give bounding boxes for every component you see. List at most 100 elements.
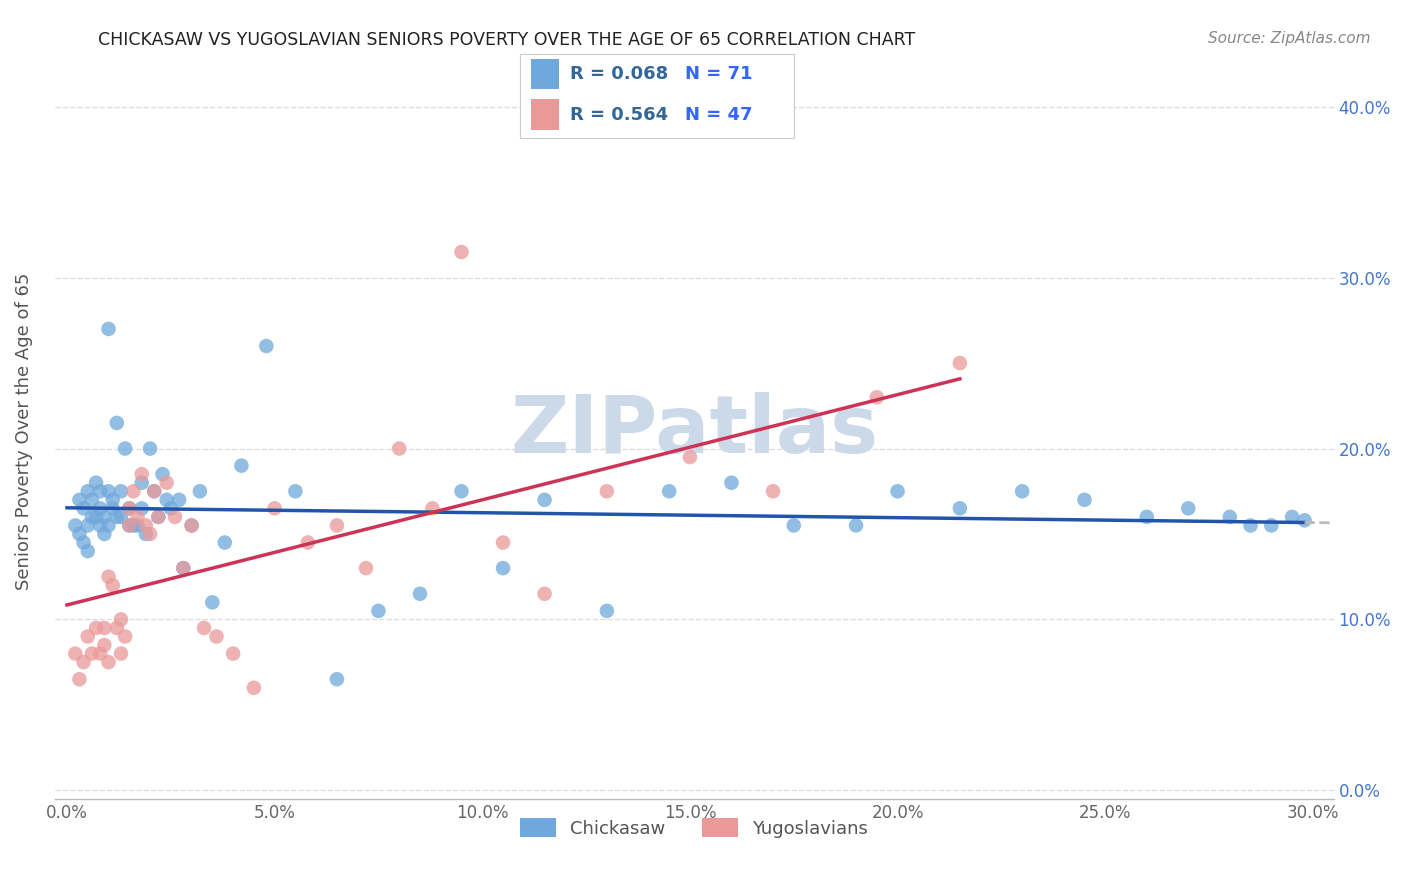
Point [886,484,908,499]
Point [93,621,115,635]
Point [326,672,349,686]
Point [65,518,87,533]
Point [131,467,153,482]
Point [76,518,98,533]
Point [72,535,94,549]
Point [163,509,186,524]
Bar [531,99,558,130]
Point [139,527,162,541]
Text: CHICKASAW VS YUGOSLAVIAN SENIORS POVERTY OVER THE AGE OF 65 CORRELATION CHART: CHICKASAW VS YUGOSLAVIAN SENIORS POVERTY… [98,31,915,49]
Point [122,518,145,533]
Point [326,518,349,533]
Point [159,501,181,516]
Point [243,681,266,695]
Point [152,467,174,482]
Point [422,501,444,516]
Point [122,484,145,499]
Point [114,442,136,456]
Point [131,501,153,516]
Point [949,356,972,370]
Point [127,518,149,533]
Point [93,638,115,652]
Point [201,595,224,609]
Point [533,587,555,601]
Point [949,501,972,516]
Point [193,621,215,635]
Text: N = 47: N = 47 [685,105,752,123]
Point [127,509,149,524]
Point [69,527,91,541]
Point [1177,501,1199,516]
Point [1239,518,1261,533]
Point [533,492,555,507]
Point [105,621,128,635]
Point [866,390,889,404]
Point [65,647,87,661]
Point [1294,513,1316,527]
Point [762,484,785,499]
Point [97,484,120,499]
Point [409,587,432,601]
Point [679,450,702,464]
Point [76,544,98,558]
Point [1260,518,1282,533]
Point [596,604,619,618]
Point [89,647,111,661]
Point [388,442,411,456]
Point [148,509,170,524]
Point [101,578,124,592]
Point [114,630,136,644]
Point [180,518,202,533]
Point [783,518,806,533]
Point [105,509,128,524]
Legend: Chickasaw, Yugoslavians: Chickasaw, Yugoslavians [513,811,876,845]
Point [105,416,128,430]
Point [205,630,228,644]
Point [180,518,202,533]
Point [80,492,103,507]
Text: R = 0.068: R = 0.068 [569,65,668,83]
Point [172,561,194,575]
Point [596,484,619,499]
Point [297,535,319,549]
Text: Source: ZipAtlas.com: Source: ZipAtlas.com [1208,31,1371,46]
Point [263,501,285,516]
Point [69,672,91,686]
Point [135,518,157,533]
Bar [531,59,558,89]
Point [84,475,107,490]
Point [80,647,103,661]
Text: N = 71: N = 71 [685,65,752,83]
Point [84,509,107,524]
Point [367,604,389,618]
Point [97,655,120,669]
Point [156,475,179,490]
Text: ZIPatlas: ZIPatlas [510,392,879,470]
Point [450,245,472,260]
Point [80,509,103,524]
Point [93,509,115,524]
Point [84,621,107,635]
Point [143,484,166,499]
Point [110,484,132,499]
Point [167,492,190,507]
Point [720,475,742,490]
Point [1011,484,1033,499]
Point [135,527,157,541]
Point [110,647,132,661]
Point [97,570,120,584]
Point [110,612,132,626]
Point [89,518,111,533]
Point [110,509,132,524]
Point [231,458,253,473]
Point [148,509,170,524]
Point [188,484,211,499]
Y-axis label: Seniors Poverty Over the Age of 65: Seniors Poverty Over the Age of 65 [15,273,32,591]
Point [1281,509,1303,524]
Point [214,535,236,549]
Point [118,518,141,533]
Point [139,442,162,456]
Point [118,518,141,533]
Point [222,647,245,661]
Point [658,484,681,499]
